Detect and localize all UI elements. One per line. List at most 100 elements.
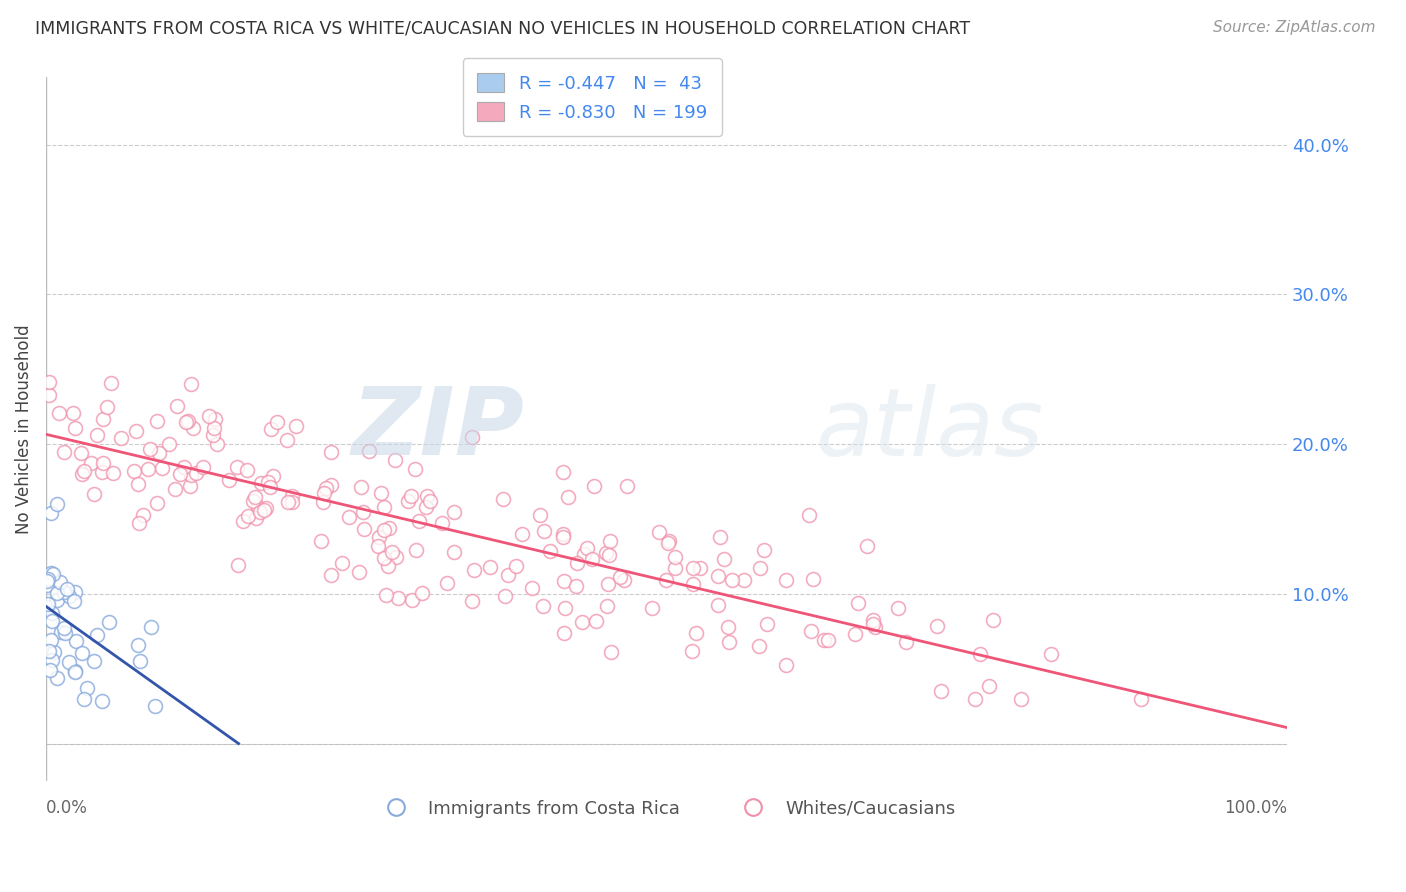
Point — [415, 489, 437, 503]
Point — [330, 556, 353, 570]
Point — [752, 542, 775, 557]
Point — [58, 589, 80, 603]
Point — [100, 376, 122, 391]
Point — [41, 566, 63, 580]
Point — [86, 428, 108, 442]
Point — [520, 581, 543, 595]
Point — [533, 524, 555, 538]
Point — [664, 549, 686, 564]
Point — [247, 500, 270, 514]
Point — [49, 575, 72, 590]
Point — [127, 476, 149, 491]
Point — [97, 615, 120, 630]
Point — [242, 494, 264, 508]
Point — [146, 414, 169, 428]
Point — [844, 626, 866, 640]
Point — [52, 585, 75, 599]
Point — [664, 561, 686, 575]
Point — [655, 574, 678, 588]
Point — [595, 546, 617, 560]
Point — [931, 683, 953, 698]
Point — [177, 414, 200, 428]
Point — [461, 430, 484, 444]
Point — [373, 550, 395, 565]
Point — [494, 589, 516, 603]
Point — [598, 548, 620, 562]
Point — [173, 460, 195, 475]
Point — [276, 433, 298, 447]
Point — [86, 628, 108, 642]
Point — [337, 510, 360, 524]
Point — [553, 626, 575, 640]
Text: Source: ZipAtlas.com: Source: ZipAtlas.com — [1212, 20, 1375, 35]
Point — [90, 694, 112, 708]
Point — [63, 664, 86, 678]
Legend: Immigrants from Costa Rica, Whites/Caucasians: Immigrants from Costa Rica, Whites/Cauca… — [371, 792, 963, 825]
Point — [718, 634, 741, 648]
Point — [42, 645, 65, 659]
Point — [557, 490, 579, 504]
Point — [748, 561, 770, 575]
Point — [817, 633, 839, 648]
Point — [281, 489, 304, 503]
Point — [110, 431, 132, 445]
Point — [259, 480, 281, 494]
Point — [83, 654, 105, 668]
Point — [41, 606, 63, 620]
Point — [136, 461, 159, 475]
Point — [73, 691, 96, 706]
Point — [52, 445, 75, 459]
Point — [281, 495, 304, 509]
Point — [49, 625, 72, 640]
Point — [479, 559, 502, 574]
Point — [596, 599, 619, 614]
Point — [377, 559, 399, 574]
Point — [146, 495, 169, 509]
Point — [45, 671, 67, 685]
Point — [800, 624, 823, 638]
Point — [846, 596, 869, 610]
Point — [232, 514, 254, 528]
Point — [436, 575, 458, 590]
Point — [46, 497, 69, 511]
Point — [1040, 647, 1063, 661]
Point — [53, 621, 76, 635]
Point — [314, 485, 336, 500]
Point — [373, 500, 395, 514]
Point — [236, 462, 259, 476]
Point — [894, 634, 917, 648]
Point — [42, 567, 65, 582]
Point — [124, 464, 146, 478]
Point — [551, 527, 574, 541]
Point — [748, 640, 770, 654]
Point — [554, 601, 576, 615]
Point — [38, 375, 60, 389]
Point — [571, 615, 593, 630]
Point — [370, 485, 392, 500]
Point — [65, 421, 87, 435]
Point — [70, 446, 93, 460]
Point — [319, 445, 342, 459]
Point — [599, 534, 621, 549]
Point — [63, 665, 86, 679]
Point — [62, 406, 84, 420]
Point — [981, 613, 1004, 627]
Point — [37, 597, 59, 611]
Point — [529, 508, 551, 522]
Point — [401, 489, 423, 503]
Point — [70, 646, 93, 660]
Point — [616, 479, 638, 493]
Point — [80, 456, 103, 470]
Point — [460, 594, 482, 608]
Point — [583, 479, 606, 493]
Point — [143, 699, 166, 714]
Point — [359, 444, 381, 458]
Point — [801, 572, 824, 586]
Point — [191, 459, 214, 474]
Point — [179, 478, 201, 492]
Point — [685, 626, 707, 640]
Point — [613, 573, 636, 587]
Point — [101, 467, 124, 481]
Text: 0.0%: 0.0% — [46, 799, 89, 817]
Point — [46, 592, 69, 607]
